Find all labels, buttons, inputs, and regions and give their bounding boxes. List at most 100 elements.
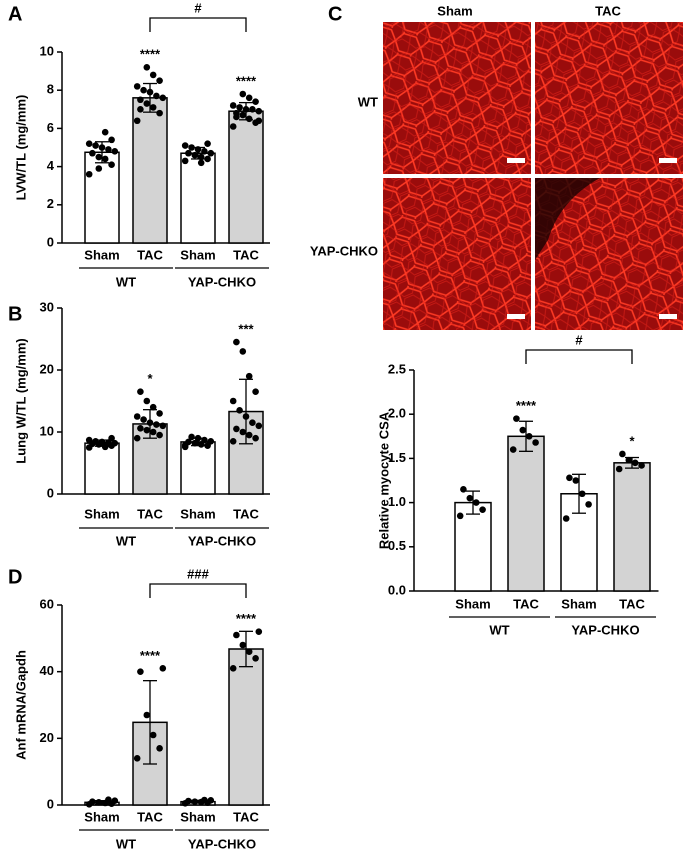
significance: ****	[140, 47, 161, 62]
significance: ****	[236, 611, 257, 626]
y-tick-label: 30	[40, 299, 54, 314]
y-tick-label: 8	[47, 82, 54, 97]
micrograph-texture	[535, 22, 683, 174]
bar	[228, 648, 264, 806]
data-point	[105, 146, 112, 153]
data-point	[95, 165, 103, 172]
group-label: WT	[116, 533, 136, 548]
error-bar	[95, 800, 109, 805]
data-point	[137, 668, 144, 675]
y-tick-label: 4	[47, 158, 55, 173]
data-point	[133, 434, 141, 442]
x-tick-label: TAC	[137, 247, 163, 262]
bar	[228, 110, 264, 244]
y-tick-label: 2	[47, 196, 54, 211]
data-point	[108, 136, 115, 144]
data-point	[156, 431, 163, 439]
data-point	[143, 426, 151, 434]
significance: *	[629, 433, 635, 448]
data-point	[149, 731, 157, 739]
scale-bar	[507, 158, 525, 163]
error-bar	[519, 420, 533, 452]
data-point	[456, 512, 464, 520]
data-point	[201, 148, 208, 155]
x-tick-label: Sham	[84, 506, 119, 521]
data-point	[252, 388, 259, 396]
y-tick-label: 0	[47, 485, 54, 500]
y-tick-label: 0	[47, 234, 54, 249]
data-point	[204, 140, 211, 147]
data-point	[631, 459, 639, 467]
error-bar	[572, 473, 586, 514]
data-point	[562, 515, 570, 522]
data-point	[188, 433, 195, 441]
comparison-bracket	[525, 349, 633, 364]
data-point	[149, 104, 157, 111]
y-tick-label: 20	[40, 361, 54, 376]
y-tick-label: 6	[47, 120, 54, 135]
panel-letter: A	[8, 3, 22, 25]
panel-letter: B	[8, 303, 22, 325]
error-bar	[95, 141, 109, 164]
y-axis-label: Lung W/TL (mg/mm)	[13, 338, 28, 463]
data-point	[472, 499, 480, 506]
data-point	[255, 628, 263, 635]
y-tick-label: 0.5	[388, 538, 406, 553]
y-tick-label: 1.5	[388, 450, 406, 465]
bar	[180, 152, 216, 244]
error-bar	[143, 82, 157, 113]
data-point	[191, 151, 199, 159]
y-tick-label: 10	[40, 423, 54, 438]
data-point	[185, 797, 192, 805]
error-bar	[191, 146, 205, 160]
row-label: WT	[358, 94, 378, 109]
data-point	[140, 86, 147, 94]
data-point	[229, 123, 237, 130]
bar	[180, 441, 216, 495]
data-point	[140, 416, 147, 423]
data-point	[239, 641, 247, 649]
data-point	[137, 106, 144, 113]
data-point	[143, 63, 151, 71]
data-point	[239, 348, 247, 355]
chart: B Lung W/TL (mg/mm) 0 10 20 30 Sham * TAC Sham ***…	[8, 299, 270, 548]
data-point	[156, 77, 163, 84]
data-point	[245, 115, 253, 123]
data-point	[255, 422, 263, 430]
significance: *	[147, 371, 153, 386]
data-point	[159, 665, 167, 672]
data-point	[638, 462, 645, 469]
y-tick-label: 40	[40, 663, 54, 678]
comparison-label: #	[575, 332, 583, 347]
data-point	[181, 441, 189, 449]
data-point	[181, 142, 189, 149]
data-point	[105, 796, 112, 803]
chart: A LVW/TL (mg/mm) 0 2 4 6 8 10 Sham **** TAC Sham ***…	[8, 0, 270, 289]
group-label: YAP-CHKO	[188, 836, 256, 851]
group-label: YAP-CHKO	[188, 274, 256, 289]
data-point	[137, 96, 144, 104]
data-point	[149, 403, 157, 411]
data-point	[566, 474, 573, 482]
data-point	[137, 424, 144, 432]
data-point	[207, 797, 215, 804]
data-point	[255, 117, 263, 125]
x-tick-label: TAC	[513, 596, 539, 611]
data-point	[101, 128, 109, 136]
x-tick-label: Sham	[180, 506, 215, 521]
y-tick-label: 1.0	[388, 494, 406, 509]
y-tick-label: 2.5	[388, 361, 406, 376]
micrograph-texture	[383, 178, 531, 330]
column-label: Sham	[437, 3, 472, 18]
group-label: YAP-CHKO	[571, 622, 639, 637]
data-point	[245, 372, 253, 380]
data-point	[101, 155, 109, 163]
y-tick-label: 0	[47, 796, 54, 811]
data-point	[207, 149, 215, 157]
x-tick-label: TAC	[233, 809, 259, 824]
y-axis-label: Anf mRNA/Gapdh	[13, 650, 28, 760]
x-tick-label: TAC	[137, 809, 163, 824]
data-point	[239, 428, 247, 436]
data-point	[156, 109, 163, 117]
